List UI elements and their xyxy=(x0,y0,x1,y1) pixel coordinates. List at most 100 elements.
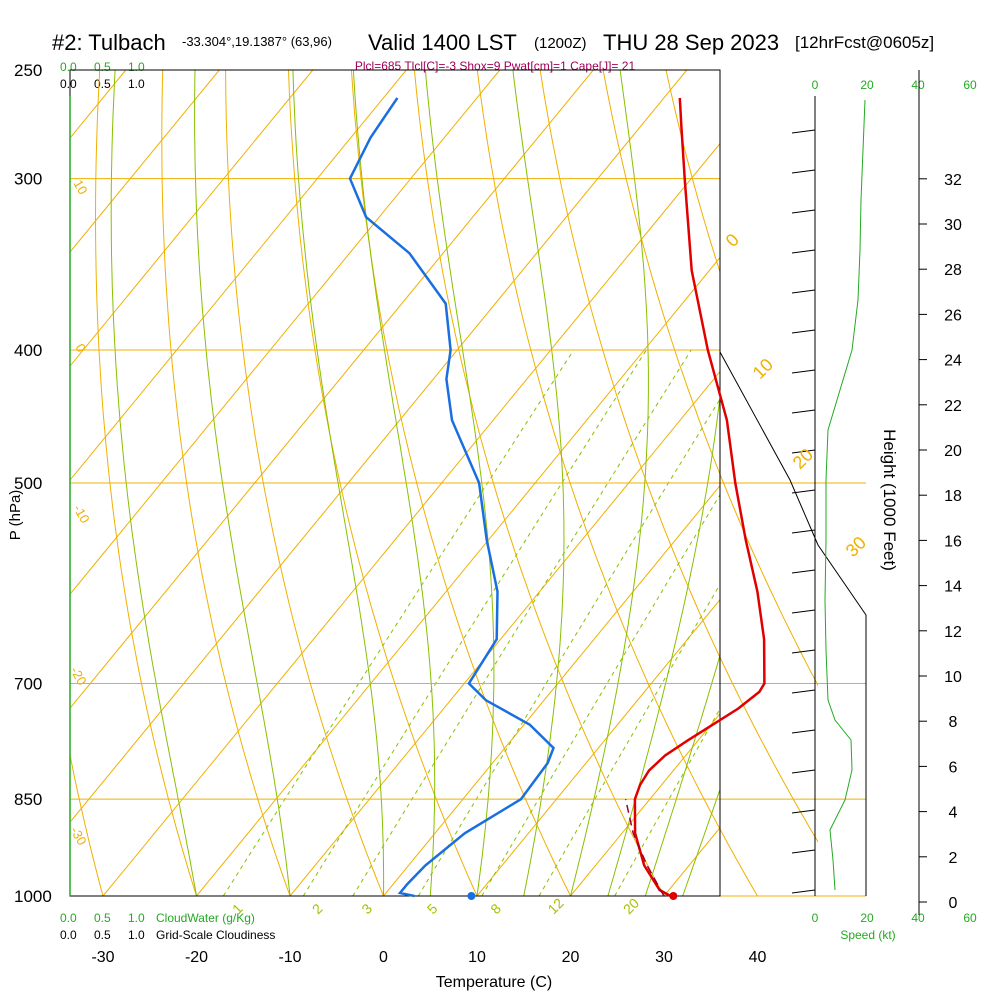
moist-adiabat xyxy=(682,787,720,896)
height-tick-label: 14 xyxy=(944,579,962,596)
wind-barb xyxy=(791,569,816,574)
wind-barb xyxy=(791,209,816,214)
dry-adiabat xyxy=(598,70,818,896)
cloudwater-scale-bottom: 0.0 0.5 1.0 CloudWater (g/Kg) xyxy=(60,911,255,925)
isotherm-label: 0 xyxy=(722,230,743,251)
dewpoint-profile xyxy=(348,97,555,898)
height-tick-label: 8 xyxy=(949,714,958,731)
dry-adiabat-label: 10 xyxy=(70,177,90,197)
dry-adiabat xyxy=(536,70,818,896)
isotherm-label: 30 xyxy=(842,533,870,561)
svg-text:0.5: 0.5 xyxy=(94,60,111,74)
dry-adiabat xyxy=(349,70,586,896)
title-z: (1200Z) xyxy=(534,35,587,52)
svg-text:60: 60 xyxy=(963,78,977,92)
wind-barb xyxy=(791,289,816,294)
svg-text:20: 20 xyxy=(860,78,874,92)
dry-adiabat xyxy=(94,70,207,896)
svg-text:0.5: 0.5 xyxy=(94,928,111,942)
height-tick-label: 28 xyxy=(944,262,962,279)
pressure-tick-label: 1000 xyxy=(14,887,52,906)
profiles xyxy=(348,97,766,900)
moist-adiabat xyxy=(352,70,436,896)
svg-text:60: 60 xyxy=(963,911,977,925)
pressure-tick-labels: 250 300 400 500 700 850 1000 xyxy=(14,61,52,906)
parcel-profile xyxy=(624,799,665,897)
height-tick-label: 20 xyxy=(944,443,962,460)
svg-text:1.0: 1.0 xyxy=(128,928,145,942)
height-tick-label: 6 xyxy=(949,759,958,776)
mixing-ratio-line xyxy=(481,493,720,896)
mixing-ratio-label: 20 xyxy=(620,895,642,917)
temperature-tick-label: -30 xyxy=(91,949,114,966)
height-tick-label: 10 xyxy=(944,669,962,686)
cloudiness-scale-bottom: 0.0 0.5 1.0 Grid-Scale Cloudiness xyxy=(60,928,275,942)
pressure-tick-label: 700 xyxy=(14,674,42,693)
title-date: THU 28 Sep 2023 xyxy=(603,30,779,55)
height-tick-label: 24 xyxy=(944,353,962,370)
dry-adiabat-label: -30 xyxy=(67,824,89,848)
dry-adiabat xyxy=(161,70,302,896)
pressure-tick-label: 250 xyxy=(14,61,42,80)
height-tick-label: 0 xyxy=(949,895,958,912)
temperature-tick-label: 40 xyxy=(749,949,767,966)
cloudiness-scale-top: 0.0 0.5 1.0 xyxy=(60,77,145,91)
svg-text:1.0: 1.0 xyxy=(128,77,145,91)
isotherm-label: 20 xyxy=(789,445,817,473)
cloudiness-label: Grid-Scale Cloudiness xyxy=(156,928,275,942)
height-tick-label: 2 xyxy=(949,850,958,867)
wind-barb xyxy=(791,249,816,254)
temperature-tick-label: -10 xyxy=(278,949,301,966)
isotherm-line xyxy=(70,70,407,481)
height-tick-label: 18 xyxy=(944,488,962,505)
svg-text:0.0: 0.0 xyxy=(60,911,77,925)
height-tick-label: 4 xyxy=(949,805,958,822)
indices-line: Plcl=685 Tlcl[C]=-3 Shox=9 Pwat[cm]=1 Ca… xyxy=(355,59,636,73)
temperature-tick-labels: -30 -20 -10 0 10 20 30 40 xyxy=(91,949,766,966)
wind-barb xyxy=(791,889,816,894)
wind-barb xyxy=(791,489,816,494)
height-axis-label: Height (1000 Feet) xyxy=(880,429,899,571)
speed-label: Speed (kt) xyxy=(840,928,895,942)
wind-barb xyxy=(791,849,816,854)
y-axis-label: P (hPa) xyxy=(7,490,24,541)
moist-adiabat xyxy=(644,653,720,896)
svg-text:0.0: 0.0 xyxy=(60,77,77,91)
svg-text:40: 40 xyxy=(911,911,925,925)
temperature-profile xyxy=(633,97,766,898)
dry-adiabat xyxy=(225,70,396,896)
moist-adiabat xyxy=(512,70,565,896)
isotherm-line xyxy=(476,598,720,896)
wind-barb xyxy=(791,609,816,614)
wind-speed-line xyxy=(824,99,866,891)
svg-text:0: 0 xyxy=(812,78,819,92)
pressure-tick-label: 500 xyxy=(14,474,42,493)
dry-adiabat xyxy=(848,46,1000,925)
mixing-ratio-label: 2 xyxy=(309,900,326,917)
height-tick-label: 12 xyxy=(944,624,962,641)
svg-text:1.0: 1.0 xyxy=(128,60,145,74)
moist-adiabat xyxy=(292,70,385,896)
moist-adiabats xyxy=(110,70,720,896)
wind-barb xyxy=(791,369,816,374)
title-valid: Valid 1400 LST xyxy=(368,30,517,55)
mixing-ratio-label: 8 xyxy=(487,900,504,917)
title-coords: -33.304°,19.1387° (63,96) xyxy=(182,34,332,49)
moist-adiabat xyxy=(607,70,720,896)
temperature-tick-label: 0 xyxy=(379,949,388,966)
wind-barbs xyxy=(791,129,816,894)
cloudwater-label: CloudWater (g/Kg) xyxy=(156,911,255,925)
wind-barb xyxy=(791,529,816,534)
height-tick-label: 22 xyxy=(944,398,962,415)
wind-barb xyxy=(791,809,816,814)
wind-barb xyxy=(791,649,816,654)
height-tick-label: 16 xyxy=(944,533,962,550)
mixing-ratio-label: 12 xyxy=(544,895,566,917)
isotherm-line xyxy=(383,484,720,896)
terrain-outline xyxy=(719,351,867,896)
svg-text:1.0: 1.0 xyxy=(128,911,145,925)
svg-text:0.5: 0.5 xyxy=(94,77,111,91)
height-tick-label: 32 xyxy=(944,172,962,189)
mixing-ratio-line xyxy=(538,583,720,896)
wind-barb xyxy=(791,409,816,414)
